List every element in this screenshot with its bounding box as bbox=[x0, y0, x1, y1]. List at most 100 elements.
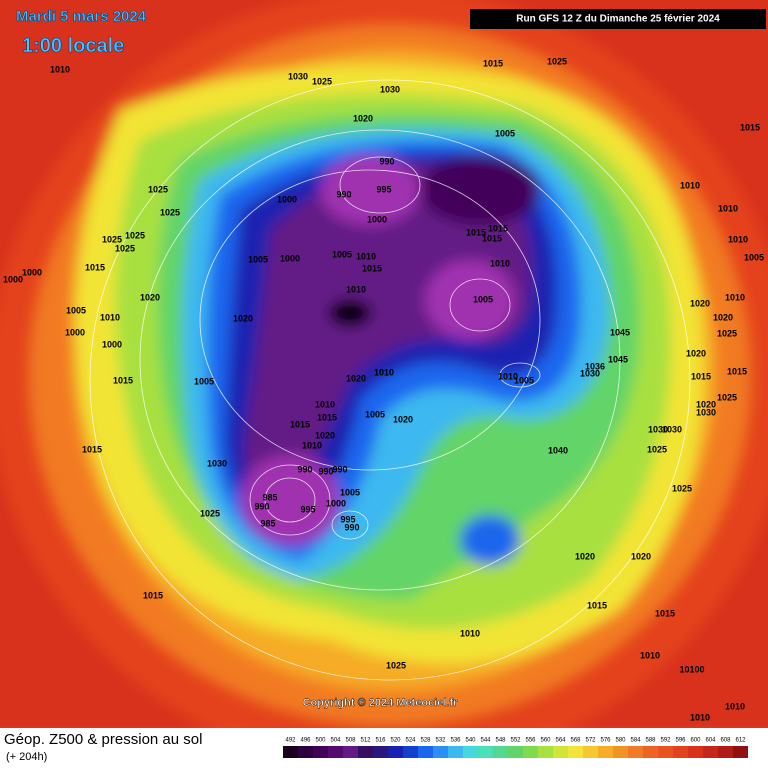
legend-label: 492 bbox=[285, 738, 296, 744]
legend-label: 556 bbox=[525, 738, 536, 744]
isobar-label: 990 bbox=[332, 464, 347, 474]
legend-swatch bbox=[373, 746, 388, 758]
legend-swatch bbox=[478, 746, 493, 758]
isobar-label: 1010 bbox=[680, 180, 700, 190]
legend-label: 520 bbox=[390, 738, 401, 744]
isobar-label: 1015 bbox=[85, 262, 105, 272]
isobar-label: 1010 bbox=[725, 292, 745, 302]
isobar-label: 1005 bbox=[365, 409, 385, 419]
isobar-label: 1030 bbox=[207, 458, 227, 468]
isobar-label: 1015 bbox=[483, 58, 503, 68]
legend-swatch bbox=[733, 746, 748, 758]
isobar-label: 1005 bbox=[514, 375, 534, 385]
isobar-label: 1025 bbox=[386, 660, 406, 670]
legend-swatch bbox=[718, 746, 733, 758]
isobar-label: 1036 bbox=[585, 361, 605, 371]
isobar-label: 1025 bbox=[647, 444, 667, 454]
isobar-label: 1020 bbox=[233, 313, 253, 323]
isobar-label: 1000 bbox=[3, 274, 23, 284]
isobar-label: 1010 bbox=[725, 701, 745, 711]
legend-label: 536 bbox=[450, 738, 461, 744]
isobar-label: 995 bbox=[300, 504, 315, 514]
isobar-label: 990 bbox=[297, 464, 312, 474]
isobar-label: 1010 bbox=[315, 399, 335, 409]
legend-swatch bbox=[448, 746, 463, 758]
isobar-label: 1010 bbox=[728, 234, 748, 244]
isobar-label: 1015 bbox=[317, 412, 337, 422]
isobar-label: 1025 bbox=[312, 76, 332, 86]
isobar-label: 1015 bbox=[82, 444, 102, 454]
legend-swatch bbox=[388, 746, 403, 758]
isobar-label: 1020 bbox=[631, 551, 651, 561]
isobar-label: 1025 bbox=[200, 508, 220, 518]
isobar-label: 990 bbox=[379, 156, 394, 166]
legend-swatch bbox=[538, 746, 553, 758]
isobar-label: 1000 bbox=[65, 327, 85, 337]
isobar-label: 990 bbox=[254, 501, 269, 511]
isobar-label: 1005 bbox=[248, 254, 268, 264]
copyright: Copyright © 2024 Meteociel.fr bbox=[303, 697, 459, 709]
isobar-label: 1000 bbox=[326, 498, 346, 508]
legend-label: 524 bbox=[405, 738, 416, 744]
isobar-label: 1025 bbox=[160, 207, 180, 217]
legend-label: 584 bbox=[630, 738, 641, 744]
isobar-label: 1025 bbox=[125, 230, 145, 240]
legend-label: 588 bbox=[645, 738, 656, 744]
run-box bbox=[470, 9, 766, 29]
legend-swatch bbox=[283, 746, 298, 758]
legend-label: 540 bbox=[465, 738, 476, 744]
isobar-label: 1025 bbox=[672, 483, 692, 493]
isobar-label: 1025 bbox=[717, 328, 737, 338]
legend-swatch bbox=[493, 746, 508, 758]
isobar-label: 1015 bbox=[691, 371, 711, 381]
legend-swatch bbox=[658, 746, 673, 758]
isobar-label: 990 bbox=[344, 522, 359, 532]
isobar-label: 1020 bbox=[713, 312, 733, 322]
isobar-label: 1020 bbox=[393, 414, 413, 424]
isobar-label: 1010 bbox=[374, 367, 394, 377]
legend-swatch bbox=[433, 746, 448, 758]
legend-label: 560 bbox=[540, 738, 551, 744]
isobar-label: 1020 bbox=[353, 113, 373, 123]
isobar-label: 1010 bbox=[100, 312, 120, 322]
legend-label: 512 bbox=[360, 738, 371, 744]
isobar-label: 1030 bbox=[380, 84, 400, 94]
isobar-label: 10100 bbox=[679, 664, 704, 674]
legend-swatch bbox=[328, 746, 343, 758]
color-legend: 492 496 500 504 508 512 516 520 524 528 532 536 540 5… bbox=[283, 738, 748, 758]
isobar-label: 1005 bbox=[744, 252, 764, 262]
legend-label: 548 bbox=[495, 738, 506, 744]
isobar-label: 1010 bbox=[690, 712, 710, 722]
legend-label: 604 bbox=[705, 738, 716, 744]
isobar-label: 1020 bbox=[140, 292, 160, 302]
isobar-label: 1020 bbox=[686, 348, 706, 358]
isobar-label: 1015 bbox=[113, 375, 133, 385]
isobar-label: 1015 bbox=[466, 227, 486, 237]
isobar-label: 1000 bbox=[22, 267, 42, 277]
isobar-label: 1020 bbox=[696, 399, 716, 409]
isobar-label: 1015 bbox=[143, 590, 163, 600]
legend-swatch bbox=[613, 746, 628, 758]
legend-label: 612 bbox=[735, 738, 746, 744]
isobar-label: 1010 bbox=[50, 64, 70, 74]
legend-label: 564 bbox=[555, 738, 566, 744]
isobar-label: 1010 bbox=[718, 203, 738, 213]
isobar-label: 995 bbox=[340, 514, 355, 524]
legend-label: 608 bbox=[720, 738, 731, 744]
legend-label: 600 bbox=[690, 738, 701, 744]
legend-label: 592 bbox=[660, 738, 671, 744]
legend-label: 596 bbox=[675, 738, 686, 744]
isobar-label: 1010 bbox=[460, 628, 480, 638]
legend-swatch bbox=[703, 746, 718, 758]
footer-title: Géop. Z500 & pression au sol bbox=[4, 731, 202, 748]
legend-swatch bbox=[508, 746, 523, 758]
isobar-label: 1030 bbox=[662, 424, 682, 434]
isobar-label: 1000 bbox=[280, 253, 300, 263]
isobar-label: 1010 bbox=[640, 650, 660, 660]
legend-label: 528 bbox=[420, 738, 431, 744]
legend-label: 532 bbox=[435, 738, 446, 744]
isobar-label: 1045 bbox=[608, 354, 628, 364]
isobar-label: 1030 bbox=[696, 407, 716, 417]
isobar-label: 1015 bbox=[740, 122, 760, 132]
